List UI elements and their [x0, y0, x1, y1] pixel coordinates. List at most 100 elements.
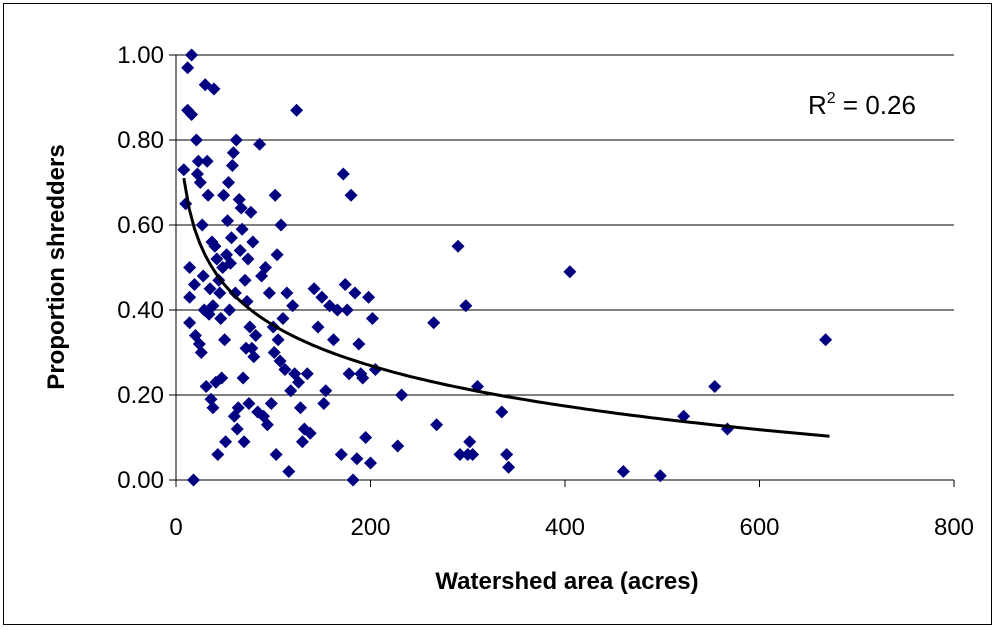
data-point	[210, 252, 224, 266]
data-point	[189, 133, 203, 147]
data-point	[819, 333, 833, 347]
data-point	[295, 435, 309, 449]
r-squared-value: = 0.26	[836, 90, 916, 120]
data-point	[330, 303, 344, 317]
data-point	[563, 265, 577, 279]
data-point	[211, 448, 225, 461]
data-point	[230, 422, 244, 436]
data-point	[264, 397, 278, 410]
y-axis-title: Proportion shredders	[43, 144, 70, 389]
y-tick-label: 0.60	[117, 212, 164, 239]
data-point	[453, 448, 467, 461]
data-point	[181, 61, 195, 75]
data-point	[274, 218, 288, 232]
data-point	[300, 367, 314, 381]
data-point	[203, 282, 217, 296]
data-point	[286, 299, 300, 313]
data-point	[307, 282, 321, 296]
data-point	[352, 337, 366, 351]
data-point	[217, 188, 231, 202]
data-point	[187, 473, 201, 487]
data-point	[177, 163, 191, 177]
data-point	[364, 456, 377, 470]
data-point	[222, 176, 236, 189]
data-point	[191, 154, 205, 168]
data-point	[365, 312, 379, 325]
data-point	[273, 354, 287, 368]
data-point	[500, 448, 514, 461]
data-point	[219, 435, 233, 449]
data-point	[222, 303, 236, 317]
data-point	[242, 397, 256, 410]
data-point	[206, 299, 220, 313]
chart-frame	[3, 3, 992, 625]
x-tick-labels: 0 200 400 600 800	[169, 514, 974, 541]
data-point	[278, 363, 292, 376]
data-point	[193, 176, 207, 189]
data-point	[292, 375, 306, 389]
data-point	[221, 214, 235, 228]
data-point	[262, 286, 276, 300]
data-point	[350, 452, 364, 466]
data-point	[231, 401, 245, 415]
data-point	[206, 401, 220, 415]
data-point	[293, 401, 307, 415]
axes	[175, 55, 954, 481]
data-point	[303, 426, 317, 440]
data-point	[185, 48, 199, 62]
data-point	[463, 435, 477, 449]
data-point	[192, 337, 206, 351]
data-point	[677, 409, 691, 423]
data-point	[215, 371, 229, 385]
data-point	[214, 312, 228, 325]
data-point	[199, 380, 213, 393]
data-point	[247, 350, 261, 364]
y-tick-label: 0.20	[117, 382, 164, 409]
data-point	[258, 261, 272, 274]
data-point	[391, 439, 405, 453]
data-point	[260, 418, 274, 432]
data-point	[708, 380, 722, 393]
data-point	[234, 201, 248, 215]
data-point	[198, 78, 212, 92]
data-point	[218, 333, 232, 347]
x-tick-label: 800	[934, 514, 974, 541]
trendline	[182, 177, 830, 438]
y-tick-label: 1.00	[117, 42, 164, 69]
x-axis-title: Watershed area (acres)	[435, 568, 698, 595]
data-point	[268, 188, 282, 202]
data-point	[241, 252, 255, 266]
data-point	[427, 316, 441, 330]
data-point	[226, 146, 240, 160]
data-point	[334, 448, 348, 461]
data-point	[183, 290, 197, 304]
r-squared-annotation: R2 = 0.26	[808, 90, 916, 120]
data-point	[270, 248, 284, 262]
r-squared-base: R	[808, 90, 827, 120]
data-point	[238, 273, 252, 287]
data-point	[284, 384, 298, 398]
data-point	[228, 286, 242, 300]
data-point	[356, 371, 370, 385]
data-point	[616, 465, 630, 478]
data-point	[430, 418, 444, 432]
data-point	[201, 188, 215, 202]
data-point	[223, 256, 237, 270]
data-point	[195, 218, 209, 232]
data-point	[235, 222, 249, 236]
data-point	[282, 465, 296, 478]
data-point	[204, 392, 218, 406]
data-point	[233, 244, 247, 257]
x-tick-label: 400	[545, 514, 585, 541]
data-point	[237, 435, 251, 449]
data-point	[276, 312, 290, 325]
data-point	[224, 231, 238, 245]
data-point	[246, 235, 260, 249]
data-point	[213, 286, 227, 300]
data-point	[229, 133, 243, 147]
data-point	[653, 469, 667, 483]
x-tick-label: 600	[739, 514, 779, 541]
data-point	[271, 333, 285, 347]
data-point	[502, 460, 516, 474]
